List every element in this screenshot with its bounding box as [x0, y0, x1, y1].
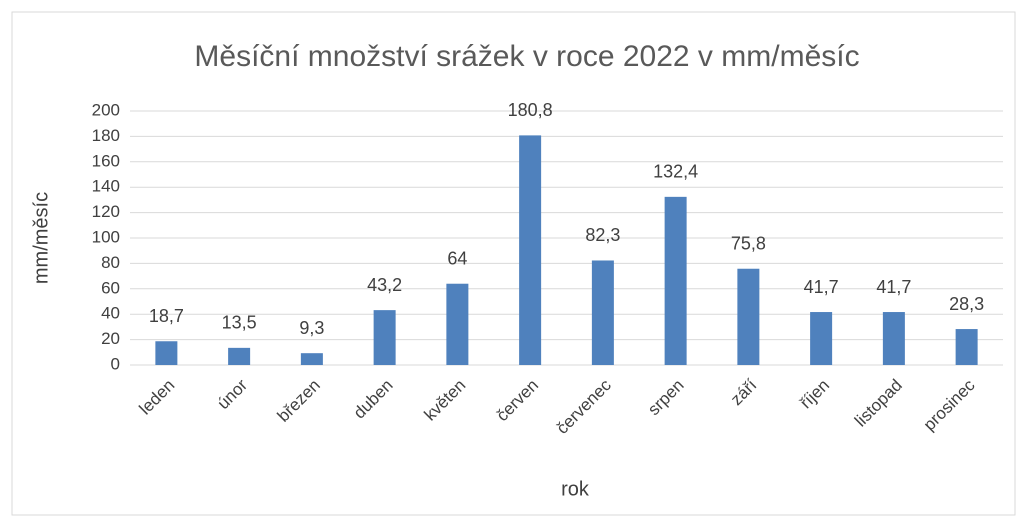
y-axis-label: mm/měsíc: [30, 192, 52, 284]
bar: [810, 312, 833, 365]
y-tick-label: 140: [92, 177, 120, 196]
x-axis-label: rok: [561, 478, 590, 500]
y-tick-label: 100: [92, 227, 120, 246]
bar: [228, 347, 251, 365]
y-tick-label: 0: [111, 354, 120, 373]
data-label: 75,8: [731, 233, 766, 253]
data-label: 180,8: [508, 100, 553, 120]
y-tick-label: 160: [92, 151, 120, 170]
data-label: 64: [447, 248, 467, 268]
data-label: 9,3: [299, 318, 324, 338]
bar: [373, 310, 396, 365]
data-label: 132,4: [653, 162, 698, 182]
y-tick-label: 200: [92, 100, 120, 119]
y-tick-label: 60: [101, 278, 120, 297]
data-label: 13,5: [222, 313, 257, 333]
y-tick-label: 80: [101, 253, 120, 272]
data-label: 43,2: [367, 275, 402, 295]
bar: [591, 260, 614, 365]
bar: [519, 135, 542, 365]
bar: [664, 196, 687, 365]
y-tick-label: 180: [92, 126, 120, 145]
data-label: 41,7: [876, 277, 911, 297]
bar: [300, 353, 323, 365]
bar: [955, 329, 978, 365]
data-label: 41,7: [804, 277, 839, 297]
chart-title: Měsíční množství srážek v roce 2022 v mm…: [194, 40, 859, 73]
data-label: 82,3: [585, 225, 620, 245]
data-label: 28,3: [949, 294, 984, 314]
y-tick-label: 120: [92, 202, 120, 221]
bar: [737, 268, 760, 365]
data-label: 18,7: [149, 306, 184, 326]
bar: [446, 283, 469, 365]
bar: [882, 312, 905, 365]
y-tick-label: 40: [101, 304, 120, 323]
bar: [155, 341, 178, 365]
y-tick-label: 20: [101, 329, 120, 348]
